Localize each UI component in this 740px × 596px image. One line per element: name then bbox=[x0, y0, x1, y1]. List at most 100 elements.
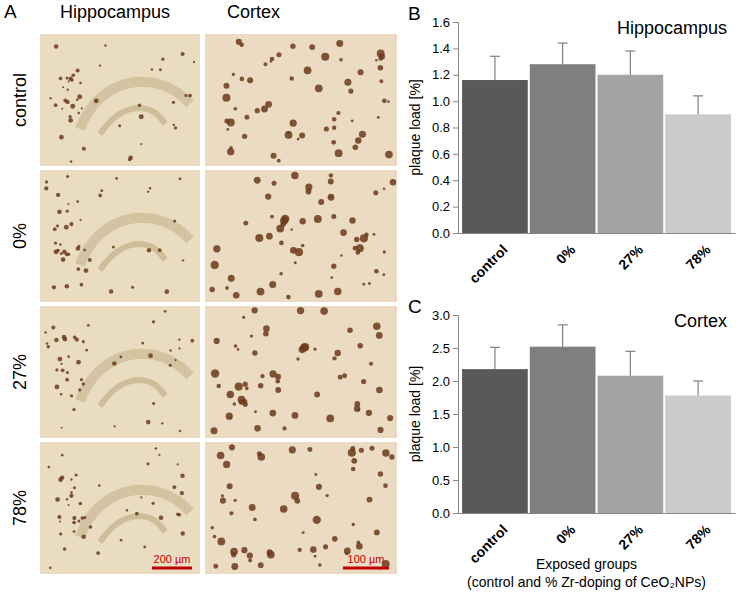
plaque-dot bbox=[178, 347, 180, 349]
tick: control bbox=[466, 241, 511, 286]
plaque-dot bbox=[234, 344, 238, 348]
plaque-dot bbox=[62, 86, 64, 88]
plaque-dot bbox=[118, 124, 121, 127]
error-stem bbox=[630, 351, 631, 375]
plaque-dot bbox=[232, 73, 235, 76]
plaque-dot bbox=[349, 217, 355, 223]
error-cap bbox=[625, 50, 635, 51]
plaque-dot bbox=[119, 355, 122, 358]
plaque-dot bbox=[112, 361, 117, 366]
plaque-dot bbox=[72, 516, 76, 520]
plaque-dot bbox=[336, 111, 340, 115]
plaque-dot bbox=[180, 491, 184, 495]
plaque-dot bbox=[76, 200, 79, 203]
plaque-dot bbox=[68, 115, 71, 118]
plaque-dot bbox=[375, 59, 378, 62]
tick: control bbox=[466, 521, 511, 566]
plaque-dot bbox=[294, 261, 297, 264]
plaque-dot bbox=[297, 548, 301, 552]
plaque-dot bbox=[57, 210, 62, 215]
plaque-dot bbox=[247, 552, 253, 558]
tick-label: control bbox=[466, 521, 511, 566]
plaque-dot bbox=[88, 258, 92, 262]
tick-label: 0% bbox=[553, 521, 579, 547]
plaque-dot bbox=[104, 44, 106, 46]
plaque-dot bbox=[54, 249, 59, 254]
plaque-dot bbox=[383, 250, 386, 253]
tick: 27% bbox=[615, 521, 647, 553]
plaque-dot bbox=[314, 215, 322, 223]
plaque-dot bbox=[340, 229, 347, 236]
plaque-dot bbox=[331, 264, 336, 269]
tick-mark bbox=[453, 480, 458, 481]
plaque-dot bbox=[80, 283, 84, 287]
plaque-dot bbox=[159, 68, 162, 71]
plaque-dot bbox=[318, 563, 322, 567]
plaque-dot bbox=[72, 73, 76, 77]
tick-label: 0.8 bbox=[432, 120, 450, 135]
plaque-dot bbox=[282, 426, 286, 430]
plaque-dot bbox=[172, 101, 175, 104]
tissue-band bbox=[100, 244, 165, 270]
plaque-dot bbox=[364, 233, 368, 237]
plaque-dot bbox=[348, 88, 353, 93]
plaque-dot bbox=[269, 410, 276, 417]
plaque-dot bbox=[355, 137, 361, 143]
plaque-dot bbox=[250, 334, 253, 337]
plaque-dot bbox=[242, 134, 247, 139]
plaque-dot bbox=[241, 547, 247, 553]
tick-mark bbox=[453, 447, 458, 448]
plaque-dot bbox=[221, 494, 224, 497]
plaque-dot bbox=[70, 491, 73, 494]
plaque-dot bbox=[291, 228, 293, 230]
plaque-dot bbox=[94, 98, 99, 103]
plaque-dot bbox=[58, 477, 63, 482]
plaque-dot bbox=[331, 140, 336, 145]
row-label: 78% bbox=[10, 490, 30, 526]
x-axis-title: Exposed groups bbox=[536, 556, 637, 572]
plaque-dot bbox=[358, 69, 364, 75]
plaque-dot bbox=[56, 193, 60, 197]
plaque-dot bbox=[79, 82, 82, 85]
plaque-dot bbox=[66, 498, 68, 500]
bar bbox=[530, 347, 596, 513]
error-stem bbox=[494, 56, 495, 80]
tick: 1.5 bbox=[432, 407, 458, 422]
plaque-dot bbox=[338, 375, 343, 380]
error-stem bbox=[697, 96, 698, 114]
plaque-dot bbox=[227, 391, 234, 398]
plaque-dot bbox=[211, 526, 215, 530]
plaque-dot bbox=[279, 272, 283, 276]
plaque-dot bbox=[271, 153, 277, 159]
tick-label: 1.6 bbox=[432, 15, 450, 30]
plaque-dot bbox=[313, 516, 321, 524]
plaque-dot bbox=[224, 118, 229, 123]
plaque-dot bbox=[148, 353, 153, 358]
tick-label: 0.0 bbox=[432, 226, 450, 241]
plaque-dot bbox=[44, 186, 48, 190]
plaque-dot bbox=[230, 548, 238, 556]
scale-bar bbox=[152, 567, 192, 570]
plaque-dot bbox=[79, 219, 81, 221]
plaque-dot bbox=[336, 40, 343, 47]
plot-area bbox=[462, 43, 731, 233]
tissue-band bbox=[100, 516, 165, 542]
plaque-dot bbox=[159, 515, 164, 520]
plaque-dot bbox=[332, 536, 338, 542]
plaque-dot bbox=[139, 114, 144, 119]
plaque-dot bbox=[188, 94, 192, 98]
plaque-dot bbox=[182, 259, 184, 261]
tick-mark bbox=[453, 233, 458, 234]
plaque-dot bbox=[277, 159, 281, 163]
bar bbox=[462, 369, 528, 513]
plaque-dot bbox=[369, 362, 373, 366]
plaque-dot bbox=[329, 173, 333, 177]
plaque-dot bbox=[356, 244, 364, 252]
plaque-dot bbox=[70, 104, 75, 109]
plaque-dot bbox=[237, 348, 240, 351]
plaque-dot bbox=[389, 454, 394, 459]
bar-chart: 0.00.51.01.52.02.53.0control0%27%78%Cort… bbox=[407, 296, 736, 590]
plaque-dot bbox=[302, 531, 305, 534]
plaque-dot bbox=[147, 190, 149, 192]
plaque-dot bbox=[342, 373, 347, 378]
